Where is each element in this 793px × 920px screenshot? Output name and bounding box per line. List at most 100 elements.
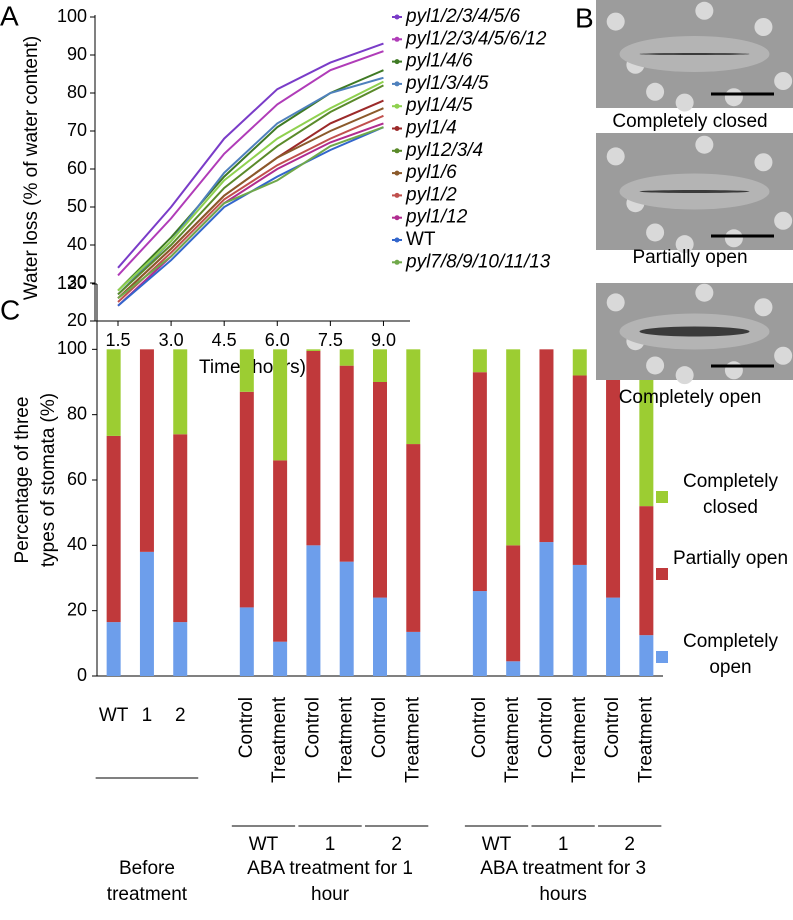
micrograph-particle (754, 298, 773, 317)
bar-segment (472, 349, 487, 373)
x-tick-label: Treatment (635, 696, 656, 783)
x-tick-label: 1.5 (105, 330, 130, 350)
y-tick-label: 0 (77, 665, 87, 685)
micrograph-particle (646, 82, 665, 101)
legend-swatch (394, 36, 400, 42)
bar-segment (539, 542, 554, 676)
bar-segment (506, 545, 521, 662)
micrograph-particle (695, 283, 714, 302)
micrograph-particle (724, 361, 743, 380)
y-tick-label: 90 (67, 44, 87, 64)
y-tick-label: 100 (57, 6, 87, 26)
bar-segment (273, 460, 288, 642)
x-tick-label: Control (302, 697, 323, 758)
legend-label: pyl1/4/6 (405, 51, 473, 72)
bar-segment (339, 365, 354, 562)
bar-segment (606, 365, 621, 598)
micrograph-caption: Completely closed (612, 111, 767, 132)
legend-label: pyl12/3/4 (405, 140, 483, 161)
x-tick-label: WT (99, 705, 129, 726)
micrograph-particle (675, 235, 694, 254)
x-tick-label: Treatment (336, 696, 357, 783)
micrograph-caption: Partially open (632, 247, 747, 268)
group-label: ABA treatment for 1 hour (247, 858, 413, 905)
legend-label: pyl1/12 (405, 207, 468, 228)
x-tick-label: Treatment (569, 696, 590, 783)
micrograph-particle (754, 153, 773, 172)
micrograph-particle (606, 147, 625, 166)
micrograph-particle (646, 223, 665, 242)
bar-segment (306, 350, 321, 546)
legend-swatch (656, 491, 668, 503)
subgroup-label: 2 (624, 834, 635, 855)
micrograph (596, 283, 793, 385)
micrograph-particle (774, 211, 793, 230)
legend-swatch (394, 103, 400, 109)
x-tick-label: Control (469, 697, 490, 758)
bar-segment (606, 597, 621, 676)
legend-swatch (394, 237, 400, 243)
micrograph-particle (774, 72, 793, 90)
legend-label: pyl1/2/3/4/5/6/12 (405, 28, 547, 49)
y-tick-label: 80 (67, 403, 87, 423)
line-series (117, 114, 384, 303)
line-series (117, 107, 384, 299)
micrograph-particle (606, 293, 625, 312)
line-series (117, 50, 384, 277)
x-tick-label: 3.0 (159, 330, 184, 350)
legend-swatch (394, 170, 400, 176)
bar-segment (173, 349, 188, 435)
micrograph-particle (695, 1, 714, 20)
stoma-pore (639, 53, 750, 55)
micrograph-particle (774, 346, 793, 365)
x-tick-label: Control (236, 697, 257, 758)
micrograph-particle (754, 18, 773, 36)
subgroup-label: WT (482, 834, 512, 855)
bar-segment (273, 641, 288, 676)
bar-segment (639, 635, 654, 676)
panel-label: B (575, 2, 594, 33)
micrograph-particle (646, 356, 665, 375)
y-tick-label: 40 (67, 234, 87, 254)
bar-segment (173, 622, 188, 676)
micrograph-particle (695, 135, 714, 154)
bar-segment (373, 597, 387, 676)
micrograph (596, 133, 793, 254)
y-tick-label: 60 (67, 158, 87, 178)
stoma-pore (639, 190, 750, 193)
x-tick-label: Treatment (269, 696, 290, 783)
bar-segment (373, 382, 387, 598)
y-tick-label: 120 (57, 273, 87, 293)
x-tick-label: Control (535, 697, 556, 758)
y-tick-label: 80 (67, 82, 87, 102)
panel-label: A (0, 0, 19, 31)
bar-segment (639, 506, 654, 636)
legend-swatch (394, 215, 400, 221)
line-series (117, 126, 384, 299)
legend-label: pyl1/2/3/4/5/6 (405, 6, 521, 27)
legend-swatch (656, 651, 668, 663)
bar-segment (506, 661, 521, 676)
legend-label: pyl7/8/9/10/11/13 (405, 251, 551, 272)
y-axis-title: Percentage of three types of stomata (%) (12, 392, 59, 568)
bar-segment (506, 349, 521, 546)
bar-segment (106, 349, 121, 436)
bar-segment (306, 545, 321, 676)
line-series (117, 69, 384, 292)
legend-label: pyl1/6 (405, 162, 457, 183)
bar-segment (239, 607, 254, 676)
legend-swatch (394, 126, 400, 131)
bar-segment (572, 349, 587, 376)
subgroup-label: 2 (391, 834, 402, 855)
legend-swatch (394, 192, 400, 198)
bar-segment (539, 349, 554, 543)
bar-segment (273, 349, 288, 461)
bar-segment (472, 591, 487, 676)
x-tick-label: 2 (175, 705, 186, 726)
micrograph-particle (675, 366, 694, 385)
legend-swatch (394, 81, 400, 87)
bar-segment (406, 631, 421, 676)
x-tick-label: 6.0 (265, 330, 290, 350)
x-tick-label: Treatment (502, 696, 523, 783)
